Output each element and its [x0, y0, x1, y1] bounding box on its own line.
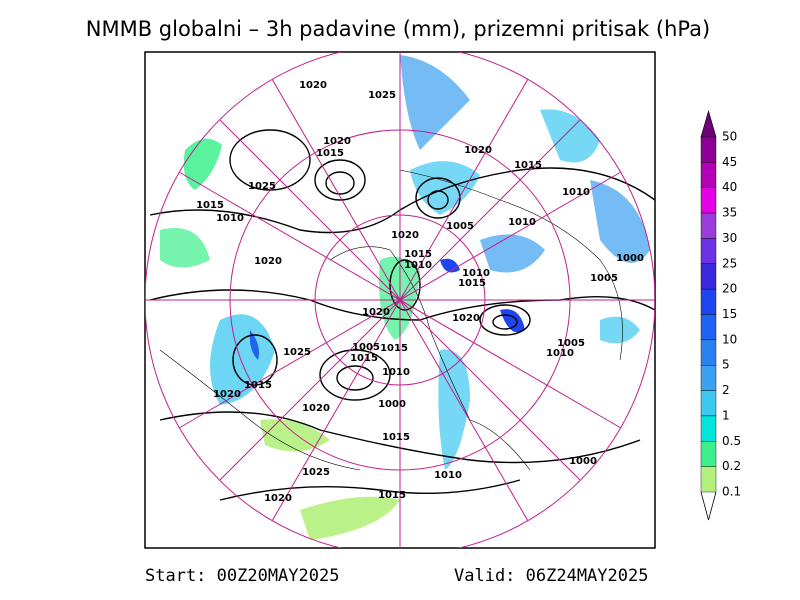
colorbar-box: [700, 162, 717, 188]
map-body: 1020 1025 1020 1015 1025 1015 1010 1020 …: [145, 52, 655, 548]
isobar-label: 1025: [248, 181, 276, 192]
isobar-label: 1020: [299, 80, 327, 91]
colorbar-label: 20: [722, 282, 737, 296]
isobar-label: 1020: [362, 307, 390, 318]
colorbar-box: [700, 365, 717, 391]
isobar-label: 1020: [302, 403, 330, 414]
colorbar-label: 0.1: [722, 485, 741, 499]
colorbar-label: 35: [722, 206, 737, 220]
isobar-label: 1005: [590, 273, 618, 284]
colorbar-label: 0.5: [722, 434, 741, 448]
colorbar-box: [700, 187, 717, 214]
isobar-label: 1025: [368, 90, 396, 101]
isobar-label: 1020: [254, 256, 282, 267]
isobar-label: 1005: [446, 221, 474, 232]
colorbar-box: [700, 263, 717, 290]
colorbar-box: [700, 238, 717, 264]
isobar-label: 1000: [378, 399, 406, 410]
colorbar-label: 0.2: [722, 459, 741, 473]
colorbar: 50 45 40 35 30 25 20 15 10 5 2 1 0.5 0.2 0.1: [700, 109, 741, 521]
isobar-label: 1015: [404, 249, 432, 260]
isobar-label: 1010: [562, 187, 590, 198]
isobar-label: 1010: [404, 260, 432, 271]
colorbar-label: 5: [722, 358, 730, 372]
isobar-label: 1015: [514, 160, 542, 171]
colorbar-box: [700, 441, 717, 467]
isobar-label: 1020: [464, 145, 492, 156]
colorbar-box: [700, 314, 717, 341]
isobar-label: 1020: [323, 136, 351, 147]
colorbar-label: 2: [722, 383, 730, 397]
colorbar-box: [700, 136, 717, 163]
colorbar-label: 40: [722, 180, 737, 194]
isobar-label: 1010: [382, 367, 410, 378]
isobar-label: 1010: [508, 217, 536, 228]
isobar-label: 1005: [352, 342, 380, 353]
colorbar-box: [700, 288, 717, 315]
isobar-label: 1015: [350, 353, 378, 364]
isobar-label: 1015: [196, 200, 224, 211]
colorbar-box: [700, 466, 717, 493]
isobar-label: 1020: [264, 493, 292, 504]
colorbar-box: [700, 339, 717, 366]
isobar-label: 1015: [382, 432, 410, 443]
isobar-label: 1015: [378, 490, 406, 501]
colorbar-box: [700, 415, 717, 442]
isobar-label: 1005: [557, 338, 585, 349]
colorbar-label: 25: [722, 256, 737, 270]
isobar-label: 1010: [462, 268, 490, 279]
colorbar-label: 15: [722, 307, 737, 321]
graticule: [145, 52, 655, 548]
colorbar-box: [700, 212, 717, 239]
colorbar-label: 1: [722, 408, 730, 422]
colorbar-label: 30: [722, 231, 737, 245]
valid-time: Valid: 06Z24MAY2025: [454, 566, 648, 586]
isobar-label: 1000: [569, 456, 597, 467]
colorbar-label: 50: [722, 130, 737, 144]
isobar-label: 1020: [452, 313, 480, 324]
isobar-label: 1020: [391, 230, 419, 241]
colorbar-label: 10: [722, 332, 737, 346]
isobar-label: 1015: [380, 343, 408, 354]
colorbar-box: [700, 390, 717, 417]
isobar-label: 1020: [213, 389, 241, 400]
isobar-label: 1025: [283, 347, 311, 358]
isobar-labels: 1020 1025 1020 1015 1025 1015 1010 1020 …: [196, 80, 644, 504]
isobar-label: 1015: [316, 148, 344, 159]
isobar-label: 1010: [434, 470, 462, 481]
colorbar-tail: [700, 491, 717, 521]
isobar-label: 1025: [302, 467, 330, 478]
isobar-label: 1015: [458, 278, 486, 289]
isobar-label: 1015: [244, 380, 272, 391]
title: NMMB globalni – 3h padavine (mm), prizem…: [86, 17, 710, 41]
colorbar-label: 45: [722, 155, 737, 169]
start-time: Start: 00Z20MAY2025: [145, 566, 339, 586]
colorbar-triangle: [700, 109, 717, 138]
isobar-label: 1000: [616, 253, 644, 264]
isobar-label: 1010: [216, 213, 244, 224]
isobar-label: 1010: [546, 348, 574, 359]
